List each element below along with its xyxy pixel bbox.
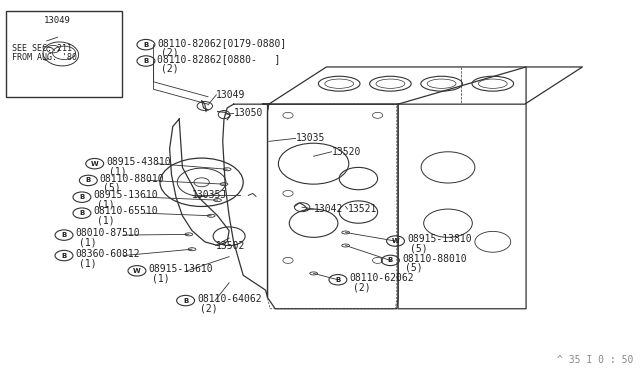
Text: (1): (1): [152, 273, 170, 283]
Text: 13035J: 13035J: [192, 190, 227, 200]
Text: (1): (1): [97, 200, 115, 209]
Text: W: W: [392, 238, 399, 244]
Text: 08110-88010: 08110-88010: [100, 174, 164, 183]
Text: 13050: 13050: [234, 109, 263, 118]
Text: 08010-87510: 08010-87510: [76, 228, 140, 238]
Text: B: B: [79, 210, 84, 216]
Text: (5): (5): [410, 244, 428, 253]
Text: (2): (2): [161, 64, 179, 73]
Text: 08110-82862[0880-   ]: 08110-82862[0880- ]: [157, 54, 281, 64]
Text: 08110-64062: 08110-64062: [197, 294, 262, 304]
Text: B: B: [143, 42, 148, 48]
Text: 13521: 13521: [348, 204, 377, 214]
Text: 13502: 13502: [216, 241, 245, 250]
Text: B: B: [335, 277, 340, 283]
Text: B: B: [86, 177, 91, 183]
Text: 08915-13610: 08915-13610: [148, 264, 213, 274]
Text: (2): (2): [200, 303, 218, 313]
Text: (2): (2): [353, 282, 371, 292]
Text: 13049: 13049: [216, 90, 246, 100]
Text: 08360-60812: 08360-60812: [76, 249, 140, 259]
Text: (1): (1): [79, 258, 97, 268]
Text: 08110-82062[0179-0880]: 08110-82062[0179-0880]: [157, 38, 287, 48]
Text: 13042: 13042: [314, 204, 343, 214]
Text: (2): (2): [161, 47, 179, 57]
Text: 08915-13810: 08915-13810: [407, 234, 472, 244]
Text: 13049: 13049: [44, 16, 71, 25]
Text: B: B: [388, 257, 393, 263]
Text: W: W: [133, 268, 141, 274]
Text: (1): (1): [79, 238, 97, 247]
Text: 08915-13610: 08915-13610: [93, 190, 158, 200]
Text: B: B: [61, 253, 67, 259]
Text: 08110-88010: 08110-88010: [402, 254, 467, 263]
Text: B: B: [143, 58, 148, 64]
Text: 08110-65510: 08110-65510: [93, 206, 158, 216]
Text: (5): (5): [103, 183, 121, 193]
Text: (1): (1): [97, 216, 115, 225]
Text: (5): (5): [405, 263, 423, 273]
Text: (1): (1): [109, 166, 127, 176]
Text: W: W: [91, 161, 99, 167]
Text: ^ 35 I 0 : 50: ^ 35 I 0 : 50: [557, 355, 634, 365]
Text: 13035: 13035: [296, 134, 325, 143]
Text: B: B: [61, 232, 67, 238]
Bar: [6, 11, 122, 97]
Text: B: B: [183, 298, 188, 304]
Text: B: B: [79, 194, 84, 200]
Text: 08110-62062: 08110-62062: [349, 273, 414, 283]
Text: 13520: 13520: [332, 147, 361, 157]
Text: FROM AUG. '80: FROM AUG. '80: [12, 53, 77, 62]
Text: 08915-43810: 08915-43810: [106, 157, 171, 167]
Text: SEE SEC. 211: SEE SEC. 211: [12, 44, 72, 53]
